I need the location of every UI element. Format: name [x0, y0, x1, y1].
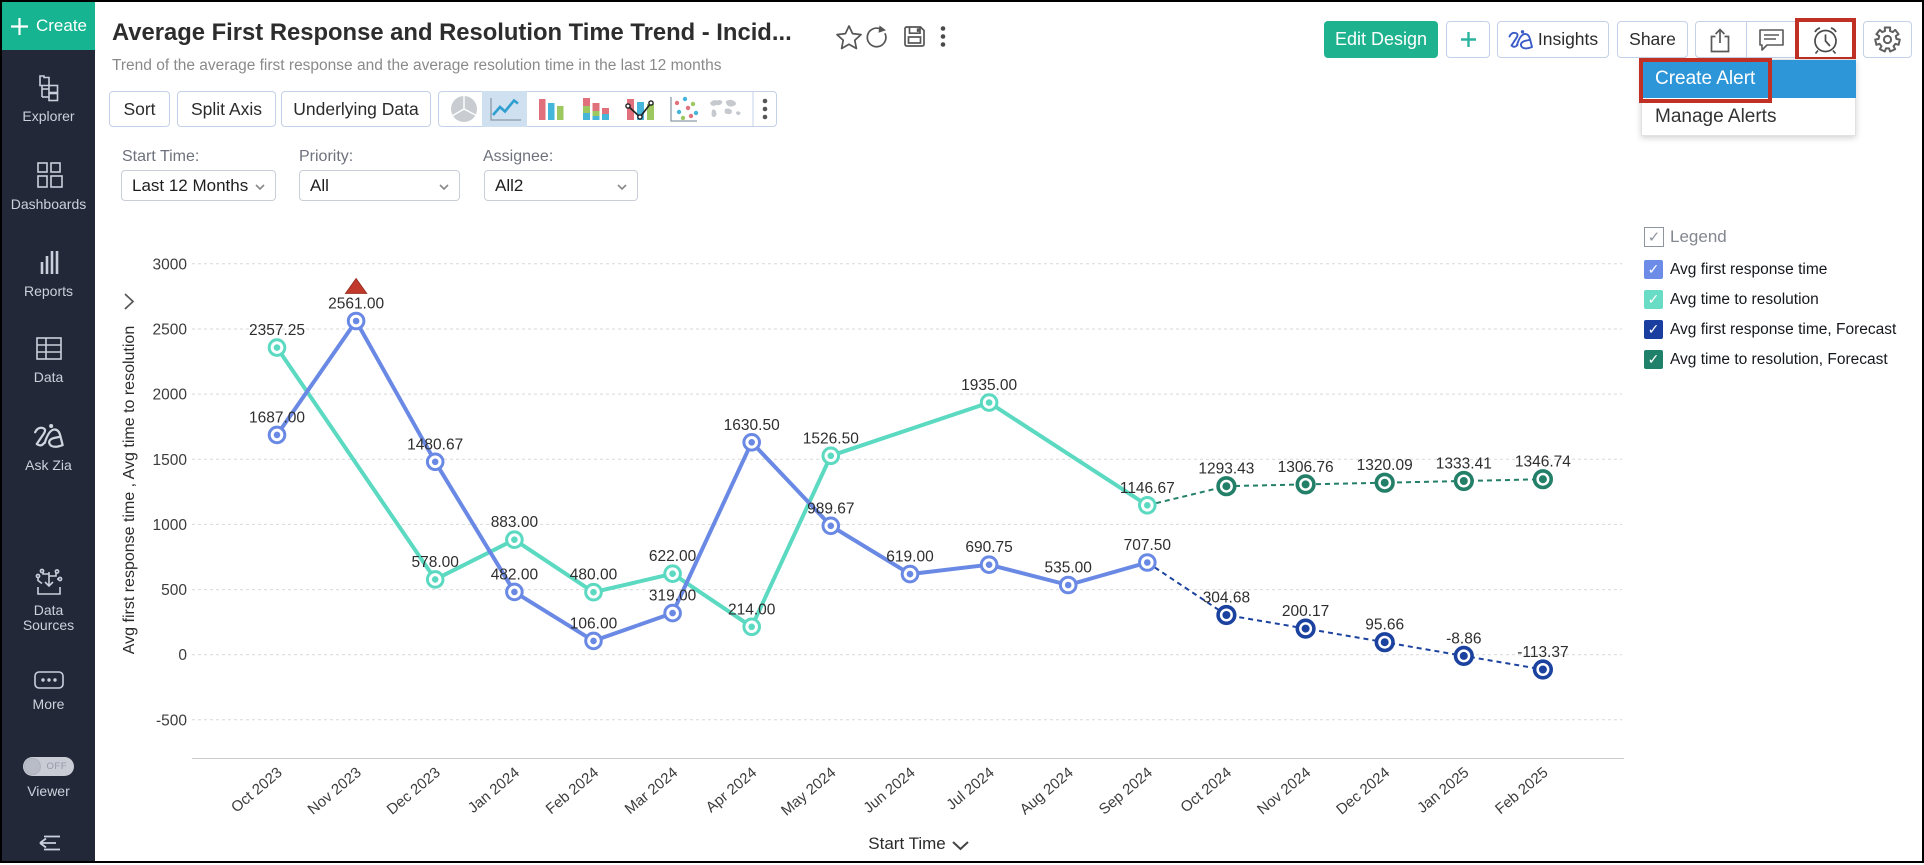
svg-text:2000: 2000 — [153, 387, 188, 404]
svg-text:482.00: 482.00 — [491, 566, 539, 583]
svg-text:2357.25: 2357.25 — [249, 322, 305, 339]
svg-text:3000: 3000 — [153, 256, 188, 273]
svg-text:Oct 2024: Oct 2024 — [1177, 764, 1235, 816]
svg-text:1346.74: 1346.74 — [1515, 454, 1571, 471]
svg-text:106.00: 106.00 — [570, 615, 618, 632]
svg-text:500: 500 — [161, 582, 187, 599]
svg-text:Avg first response time , Avg: Avg first response time , Avg time to re… — [121, 326, 138, 654]
svg-text:Apr 2024: Apr 2024 — [703, 764, 761, 816]
svg-text:Jan 2024: Jan 2024 — [465, 764, 523, 817]
svg-text:Oct 2023: Oct 2023 — [228, 764, 286, 816]
svg-text:Feb 2025: Feb 2025 — [1492, 764, 1551, 818]
svg-text:1480.67: 1480.67 — [407, 436, 463, 453]
svg-text:1293.43: 1293.43 — [1198, 461, 1254, 478]
svg-text:Sep 2024: Sep 2024 — [1096, 764, 1156, 818]
svg-text:200.17: 200.17 — [1282, 603, 1329, 620]
svg-text:Jan 2025: Jan 2025 — [1414, 764, 1472, 817]
svg-text:1306.76: 1306.76 — [1278, 459, 1334, 476]
svg-text:989.67: 989.67 — [807, 500, 854, 517]
svg-text:883.00: 883.00 — [491, 514, 539, 531]
svg-text:1333.41: 1333.41 — [1436, 456, 1492, 473]
svg-text:Start Time: Start Time — [868, 834, 945, 853]
svg-text:1500: 1500 — [153, 452, 188, 469]
svg-text:304.68: 304.68 — [1203, 590, 1250, 607]
svg-text:1935.00: 1935.00 — [961, 377, 1017, 394]
svg-text:619.00: 619.00 — [886, 549, 934, 566]
svg-text:690.75: 690.75 — [965, 539, 1012, 556]
svg-text:535.00: 535.00 — [1044, 560, 1092, 577]
svg-text:Mar 2024: Mar 2024 — [622, 764, 681, 818]
svg-text:-8.86: -8.86 — [1446, 630, 1481, 647]
svg-text:Aug 2024: Aug 2024 — [1017, 764, 1077, 818]
svg-text:Dec 2024: Dec 2024 — [1333, 764, 1393, 818]
svg-text:1320.09: 1320.09 — [1357, 457, 1413, 474]
svg-text:Feb 2024: Feb 2024 — [543, 764, 602, 818]
svg-text:1146.67: 1146.67 — [1120, 480, 1175, 497]
svg-text:2561.00: 2561.00 — [328, 296, 384, 313]
svg-text:578.00: 578.00 — [411, 554, 459, 571]
svg-text:707.50: 707.50 — [1124, 537, 1172, 554]
svg-text:-500: -500 — [156, 712, 187, 729]
svg-text:May 2024: May 2024 — [778, 764, 839, 819]
svg-text:Jun 2024: Jun 2024 — [860, 764, 918, 817]
svg-text:Nov 2023: Nov 2023 — [305, 764, 365, 818]
svg-text:1687.00: 1687.00 — [249, 409, 305, 426]
svg-text:Nov 2024: Nov 2024 — [1254, 764, 1314, 818]
svg-text:1526.50: 1526.50 — [803, 430, 859, 447]
svg-text:319.00: 319.00 — [649, 588, 697, 605]
svg-text:-113.37: -113.37 — [1517, 644, 1568, 661]
svg-text:622.00: 622.00 — [649, 548, 697, 565]
svg-text:480.00: 480.00 — [570, 567, 618, 584]
svg-text:95.66: 95.66 — [1365, 617, 1404, 634]
svg-text:1000: 1000 — [153, 517, 188, 534]
svg-text:214.00: 214.00 — [728, 601, 776, 618]
svg-text:Dec 2023: Dec 2023 — [384, 764, 444, 818]
svg-text:1630.50: 1630.50 — [724, 417, 780, 434]
svg-text:Jul 2024: Jul 2024 — [943, 764, 997, 813]
svg-text:0: 0 — [178, 647, 187, 664]
svg-text:2500: 2500 — [153, 322, 188, 339]
